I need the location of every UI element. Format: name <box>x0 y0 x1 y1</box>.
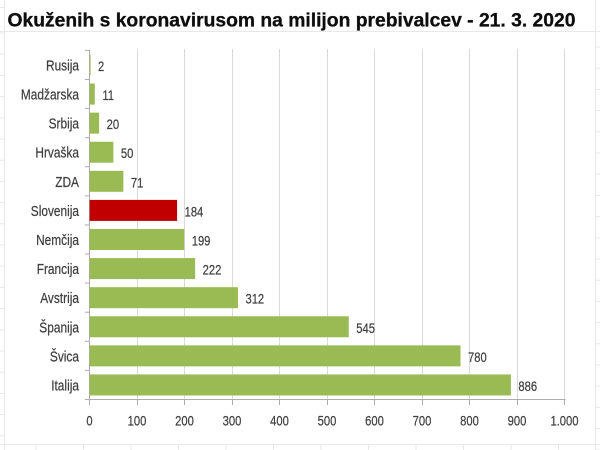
svg-text:Srbija: Srbija <box>49 117 80 133</box>
svg-text:11: 11 <box>102 88 114 104</box>
svg-text:ZDA: ZDA <box>55 175 79 191</box>
svg-text:545: 545 <box>356 321 375 337</box>
svg-text:199: 199 <box>192 234 211 250</box>
svg-text:1.000: 1.000 <box>550 414 578 430</box>
svg-text:Rusija: Rusija <box>46 58 80 74</box>
svg-text:184: 184 <box>185 204 204 220</box>
svg-text:Hrvaška: Hrvaška <box>35 146 79 162</box>
svg-text:Nemčija: Nemčija <box>36 233 80 249</box>
svg-text:Avstrija: Avstrija <box>40 291 80 307</box>
svg-text:Španija: Španija <box>39 319 79 336</box>
svg-text:50: 50 <box>121 146 134 162</box>
svg-text:100: 100 <box>128 414 147 430</box>
svg-text:222: 222 <box>203 263 222 279</box>
svg-text:0: 0 <box>86 414 92 430</box>
svg-text:20: 20 <box>107 117 120 133</box>
svg-text:Italija: Italija <box>51 378 80 394</box>
svg-text:200: 200 <box>175 414 194 430</box>
svg-text:500: 500 <box>318 414 337 430</box>
svg-text:900: 900 <box>508 414 527 430</box>
svg-text:886: 886 <box>518 379 537 395</box>
svg-text:700: 700 <box>413 414 432 430</box>
svg-text:312: 312 <box>245 292 264 308</box>
svg-text:Švica: Švica <box>50 348 80 365</box>
svg-text:Madžarska: Madžarska <box>21 88 80 104</box>
svg-text:600: 600 <box>365 414 384 430</box>
svg-text:71: 71 <box>131 175 144 191</box>
svg-text:Slovenija: Slovenija <box>31 204 80 220</box>
svg-text:780: 780 <box>468 350 487 366</box>
svg-text:800: 800 <box>460 414 479 430</box>
svg-text:400: 400 <box>270 414 289 430</box>
svg-text:Francija: Francija <box>37 262 80 278</box>
svg-text:Okuženih s koronavirusom na mi: Okuženih s koronavirusom na milijon preb… <box>8 11 576 32</box>
svg-text:300: 300 <box>223 414 242 430</box>
svg-text:2: 2 <box>98 59 104 75</box>
